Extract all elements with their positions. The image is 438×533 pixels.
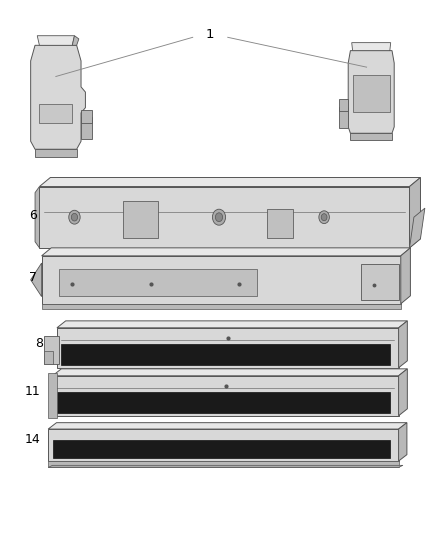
Polygon shape — [37, 36, 74, 45]
Polygon shape — [53, 369, 407, 376]
Polygon shape — [348, 51, 394, 133]
Circle shape — [212, 209, 226, 225]
Bar — [44, 336, 59, 364]
Polygon shape — [35, 187, 39, 248]
Polygon shape — [410, 177, 420, 248]
Text: 14: 14 — [25, 433, 41, 446]
Polygon shape — [81, 117, 92, 139]
Polygon shape — [399, 423, 407, 461]
Polygon shape — [339, 107, 348, 128]
Polygon shape — [410, 208, 425, 248]
Polygon shape — [31, 263, 42, 296]
Polygon shape — [53, 376, 399, 416]
Polygon shape — [39, 177, 420, 187]
Polygon shape — [339, 99, 348, 111]
Circle shape — [215, 213, 223, 222]
Polygon shape — [57, 328, 399, 368]
Bar — [44, 351, 53, 364]
Polygon shape — [48, 465, 403, 467]
Polygon shape — [48, 461, 399, 467]
Bar — [53, 440, 390, 458]
Polygon shape — [35, 149, 77, 157]
Text: 8: 8 — [35, 337, 43, 350]
Bar — [57, 392, 390, 413]
Text: 6: 6 — [29, 209, 37, 222]
Bar — [61, 344, 390, 365]
Circle shape — [69, 211, 80, 224]
Polygon shape — [42, 248, 410, 256]
Text: 7: 7 — [29, 271, 37, 284]
Polygon shape — [72, 36, 79, 45]
Bar — [59, 270, 257, 296]
Polygon shape — [39, 187, 410, 248]
Circle shape — [321, 214, 327, 221]
Text: 11: 11 — [25, 385, 41, 398]
Polygon shape — [399, 369, 407, 416]
Polygon shape — [42, 304, 401, 309]
Bar — [123, 201, 158, 238]
Bar — [353, 75, 390, 112]
Bar — [361, 263, 399, 300]
Polygon shape — [42, 256, 401, 304]
Polygon shape — [48, 429, 399, 461]
Polygon shape — [401, 248, 410, 304]
Polygon shape — [57, 321, 407, 328]
Text: 1: 1 — [206, 28, 215, 41]
Polygon shape — [399, 321, 407, 368]
Polygon shape — [31, 45, 85, 149]
Circle shape — [71, 213, 78, 221]
Bar — [267, 209, 293, 238]
Polygon shape — [48, 373, 57, 418]
Polygon shape — [48, 423, 407, 429]
Polygon shape — [352, 43, 391, 51]
Polygon shape — [350, 133, 392, 140]
Polygon shape — [81, 110, 92, 123]
Bar — [39, 104, 72, 123]
Circle shape — [319, 211, 329, 224]
